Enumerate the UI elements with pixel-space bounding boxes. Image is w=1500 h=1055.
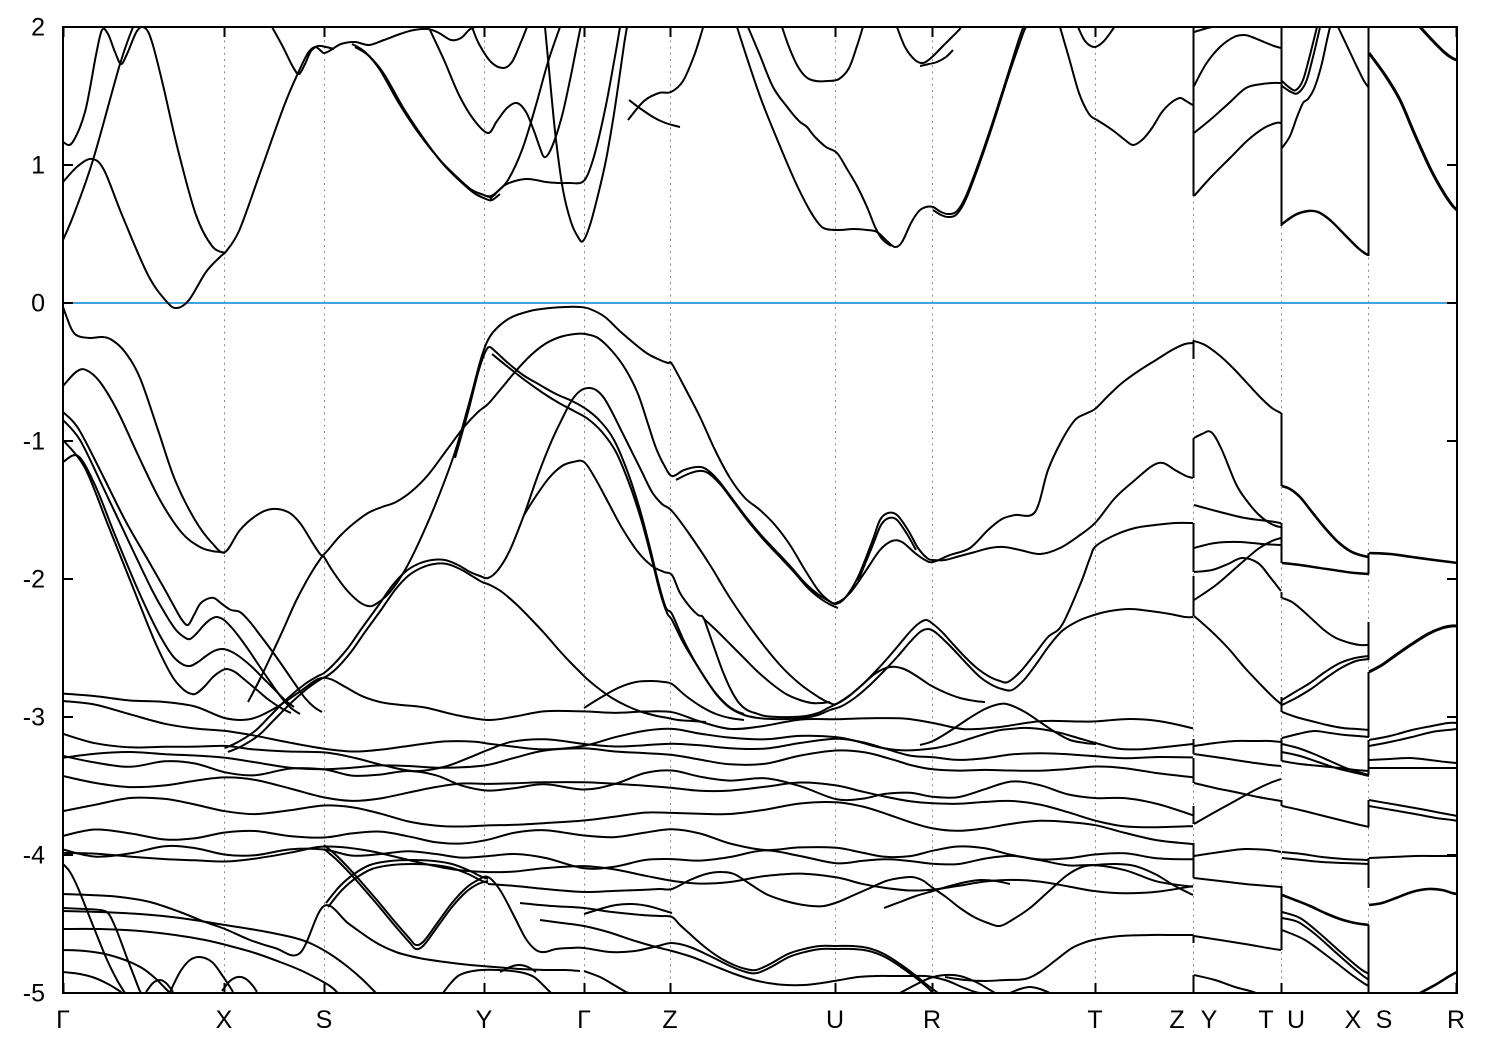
svg-text:-3: -3 xyxy=(23,704,45,732)
svg-text:2: 2 xyxy=(31,14,45,42)
svg-text:U: U xyxy=(826,1006,844,1034)
svg-text:T: T xyxy=(1087,1006,1102,1034)
svg-text:S: S xyxy=(1376,1006,1393,1034)
svg-text:1: 1 xyxy=(31,152,45,180)
svg-text:Y: Y xyxy=(476,1006,493,1034)
svg-text:-5: -5 xyxy=(23,980,45,1008)
svg-text:Γ: Γ xyxy=(577,1006,591,1034)
svg-text:X: X xyxy=(216,1006,233,1034)
svg-text:Z: Z xyxy=(662,1006,677,1034)
svg-text:Y: Y xyxy=(1201,1006,1218,1034)
svg-text:Γ: Γ xyxy=(56,1006,70,1034)
svg-text:Z: Z xyxy=(1169,1006,1184,1034)
svg-text:S: S xyxy=(316,1006,333,1034)
svg-text:-2: -2 xyxy=(23,566,45,594)
svg-text:-1: -1 xyxy=(23,428,45,456)
svg-text:R: R xyxy=(1447,1006,1465,1034)
svg-text:U: U xyxy=(1287,1006,1305,1034)
svg-text:R: R xyxy=(923,1006,941,1034)
svg-text:X: X xyxy=(1345,1006,1362,1034)
svg-text:0: 0 xyxy=(31,290,45,318)
svg-text:T: T xyxy=(1258,1006,1273,1034)
svg-text:-4: -4 xyxy=(23,842,45,870)
